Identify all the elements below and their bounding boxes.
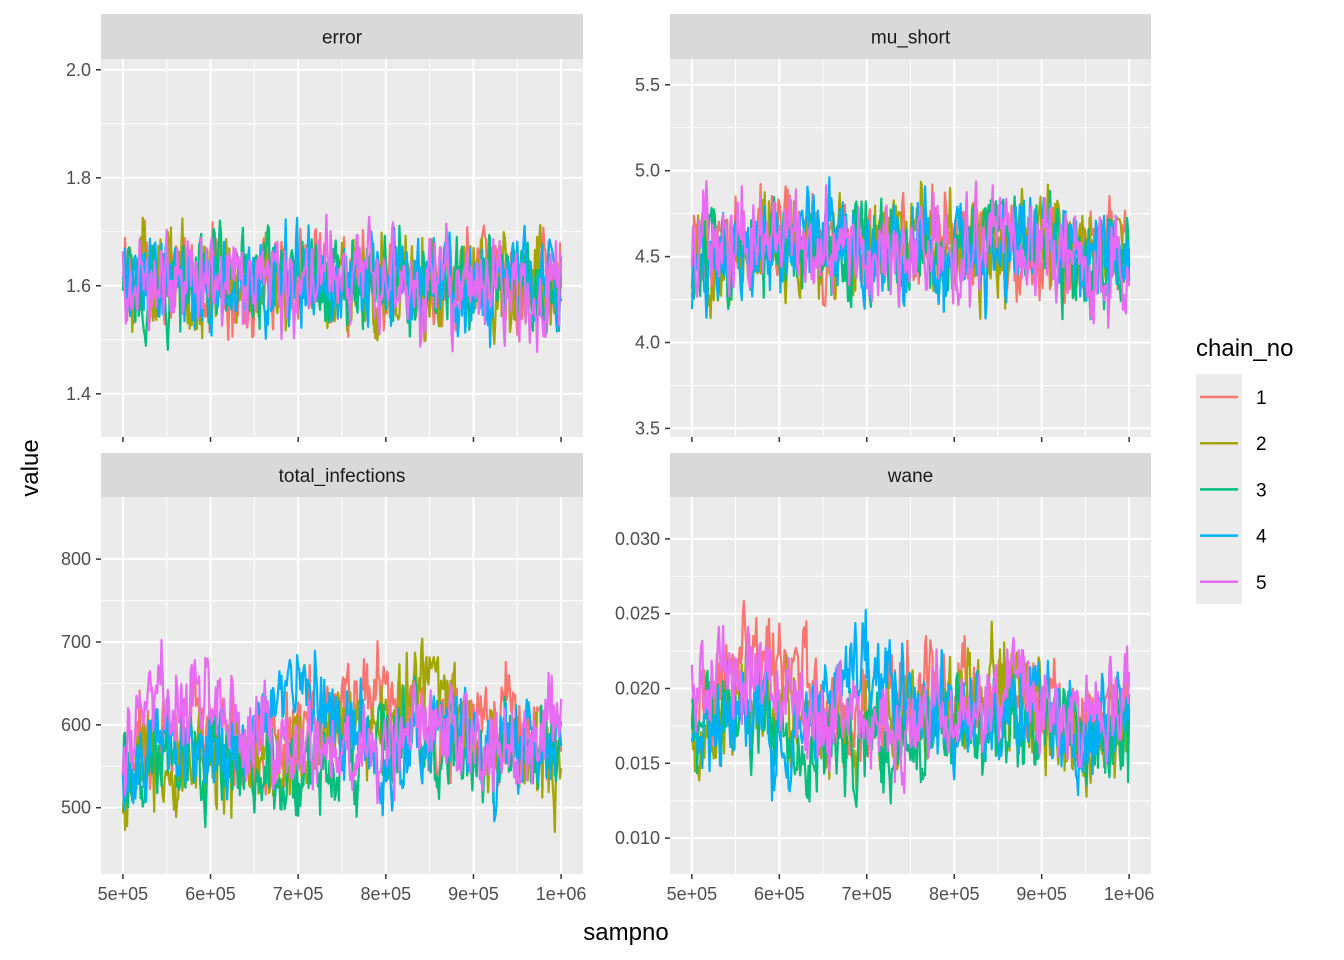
y-tick-label: 0.025	[615, 604, 660, 624]
x-tick-label: 8e+05	[361, 884, 412, 904]
facet-strip	[670, 453, 1151, 497]
legend-title: chain_no	[1196, 335, 1293, 362]
panels-layer: error 1.4 1.6 1.8 2.0 mu_short 3.5 4.0 4.5 5.0 5.5…	[61, 14, 1154, 904]
x-tick-label: 8e+05	[929, 884, 980, 904]
panel-total-infections: total_infections 500 600 700 800 5e+05 6e+05 7e…	[61, 453, 586, 904]
facet-strip-label: total_infections	[279, 466, 406, 487]
facet-strip-label: mu_short	[871, 28, 951, 49]
legend-label-2: 2	[1256, 434, 1267, 455]
legend-entry-4: 4	[1200, 527, 1267, 548]
series-line-chain-5	[121, 638, 563, 805]
series-line-chain-5	[690, 624, 1131, 795]
trace-group	[690, 176, 1131, 329]
x-tick-label: 6e+05	[754, 884, 805, 904]
y-tick-label: 600	[61, 715, 91, 735]
x-tick-label: 5e+05	[667, 884, 718, 904]
y-tick-label: 0.020	[615, 678, 660, 698]
y-tick-label: 800	[61, 549, 91, 569]
panel-wane: wane 0.010 0.015 0.020 0.025 0.030 5e+05 6e+05 7…	[615, 453, 1154, 904]
panel-error: error 1.4 1.6 1.8 2.0	[66, 14, 583, 442]
x-tick-label: 7e+05	[841, 884, 892, 904]
y-tick-label: 2.0	[66, 60, 91, 80]
series-line-chain-5	[690, 180, 1131, 329]
y-tick-label: 0.010	[615, 828, 660, 848]
trace-group	[690, 599, 1131, 808]
y-tick-label: 1.6	[66, 276, 91, 296]
trace-group	[121, 213, 563, 354]
legend-entries: 1 2 3 4 5	[1200, 388, 1267, 594]
legend-label-1: 1	[1256, 388, 1267, 409]
legend-entry-5: 5	[1200, 573, 1267, 594]
y-tick-label: 3.5	[635, 418, 660, 438]
y-tick-label: 1.8	[66, 168, 91, 188]
legend-entry-2: 2	[1200, 434, 1267, 455]
facet-strip	[670, 14, 1151, 59]
x-tick-label: 9e+05	[448, 884, 499, 904]
series-line-chain-5	[121, 213, 563, 354]
x-tick-label: 9e+05	[1016, 884, 1067, 904]
y-tick-label: 4.0	[635, 333, 660, 353]
x-tick-label: 1e+06	[1104, 884, 1155, 904]
x-tick-label: 5e+05	[98, 884, 149, 904]
facet-strip-label: error	[322, 28, 363, 49]
x-axis-title: sampno	[583, 919, 668, 946]
y-tick-label: 0.015	[615, 753, 660, 773]
facet-strip-label: wane	[887, 466, 933, 487]
x-tick-label: 7e+05	[273, 884, 324, 904]
y-tick-label: 5.5	[635, 75, 660, 95]
x-tick-label: 6e+05	[185, 884, 236, 904]
y-tick-label: 700	[61, 632, 91, 652]
legend-label-3: 3	[1256, 480, 1267, 501]
series-line-chain-4	[121, 649, 563, 823]
trace-group	[121, 637, 563, 834]
y-tick-label: 4.5	[635, 247, 660, 267]
y-tick-label: 5.0	[635, 161, 660, 181]
y-tick-label: 500	[61, 798, 91, 818]
facet-strip	[101, 453, 583, 497]
panel-mu-short: mu_short 3.5 4.0 4.5 5.0 5.5	[635, 14, 1151, 442]
y-tick-label: 1.4	[66, 384, 91, 404]
y-axis-title: value	[17, 439, 44, 496]
y-tick-label: 0.030	[615, 529, 660, 549]
legend-label-5: 5	[1256, 573, 1267, 594]
legend: chain_no 1 2 3 4 5	[1196, 335, 1293, 604]
facet-strip	[101, 14, 583, 59]
legend-entry-1: 1	[1200, 388, 1267, 409]
legend-entry-3: 3	[1200, 480, 1267, 501]
legend-label-4: 4	[1256, 527, 1267, 548]
x-tick-label: 1e+06	[536, 884, 587, 904]
